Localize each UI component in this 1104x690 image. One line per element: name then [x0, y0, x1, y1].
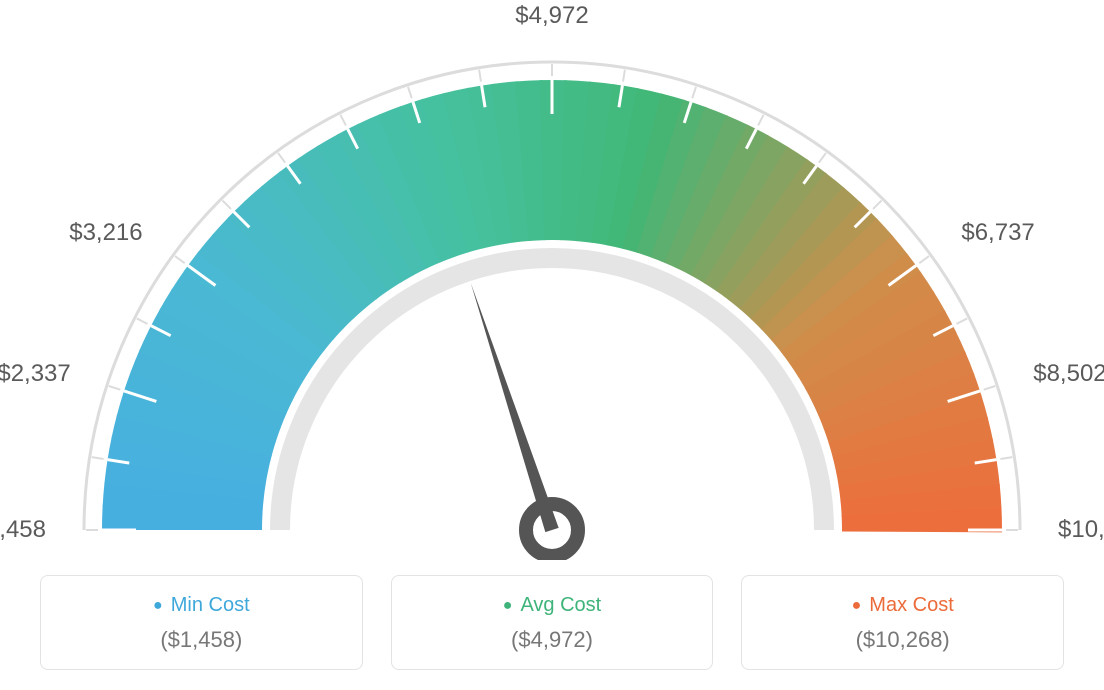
- gauge-svg: [0, 0, 1104, 560]
- max-cost-value: ($10,268): [752, 627, 1053, 653]
- gauge-area: $1,458 $2,337 $3,216 $4,972 $6,737 $8,502 $10,…: [0, 0, 1104, 560]
- summary-cards: Min Cost ($1,458) Avg Cost ($4,972) Max …: [40, 575, 1064, 670]
- max-cost-label: Max Cost: [752, 594, 1053, 617]
- gauge-tick-label: $3,216: [69, 219, 142, 247]
- min-cost-value: ($1,458): [51, 627, 352, 653]
- gauge-tick-label: $10,268: [1058, 516, 1104, 544]
- avg-cost-card: Avg Cost ($4,972): [391, 575, 714, 670]
- min-cost-label: Min Cost: [51, 594, 352, 617]
- min-cost-card: Min Cost ($1,458): [40, 575, 363, 670]
- avg-cost-label: Avg Cost: [402, 594, 703, 617]
- gauge-tick-label: $4,972: [515, 2, 588, 30]
- gauge-tick-label: $8,502: [1033, 360, 1104, 388]
- gauge-tick-label: $2,337: [0, 360, 71, 388]
- gauge-tick-label: $1,458: [0, 516, 46, 544]
- avg-cost-value: ($4,972): [402, 627, 703, 653]
- cost-gauge-widget: $1,458 $2,337 $3,216 $4,972 $6,737 $8,502 $10,…: [0, 0, 1104, 690]
- gauge-tick-label: $6,737: [961, 219, 1034, 247]
- max-cost-card: Max Cost ($10,268): [741, 575, 1064, 670]
